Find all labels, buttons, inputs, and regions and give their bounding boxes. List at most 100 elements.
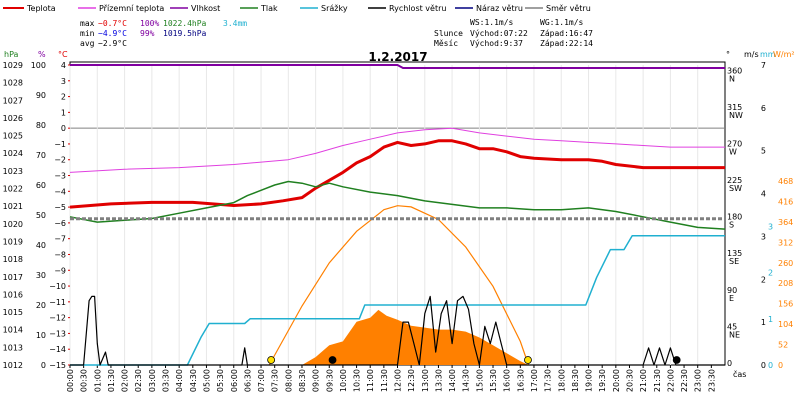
- y-tick-celsius: −2: [54, 156, 66, 165]
- stats-min-humidity: 99%: [140, 29, 155, 38]
- y-tick-celsius: −5: [54, 203, 66, 212]
- x-tick-time: 21:00: [639, 369, 648, 392]
- x-tick-time: 16:00: [503, 369, 512, 392]
- legend: Teplota Přízemní teplota Vlhkost Tlak Sr…: [3, 4, 591, 13]
- y-tick-percent: 100: [31, 61, 46, 70]
- solar-measured-area: [301, 309, 529, 365]
- y-tick-wm2: 208: [778, 279, 793, 288]
- y-tick-celsius: −1: [54, 140, 66, 149]
- axis-title-hpa: hPa: [4, 50, 19, 59]
- legend-label-srazky: Srážky: [321, 4, 348, 13]
- x-tick-time: 00:30: [80, 369, 89, 392]
- x-tick-time: 19:30: [598, 369, 607, 392]
- sun-icon: [267, 356, 276, 364]
- y-tick-percent: 40: [36, 241, 46, 250]
- y-tick-hpa: 1021: [3, 202, 23, 211]
- sun-moon-events: [267, 356, 681, 364]
- x-tick-time: 19:00: [585, 369, 594, 392]
- x-tick-time: 02:00: [121, 369, 130, 392]
- y-tick-celsius: −3: [54, 172, 66, 181]
- y-tick-direction: 135: [727, 249, 742, 258]
- y-tick-percent: 20: [36, 301, 46, 310]
- y-tick-direction-name: S: [729, 221, 734, 230]
- y-tick-hpa: 1029: [3, 61, 23, 70]
- x-tick-time: 12:00: [394, 369, 403, 392]
- y-tick-celsius: −12: [49, 314, 66, 323]
- solar-theoretical-curve: [268, 205, 530, 366]
- y-tick-percent: 30: [36, 271, 46, 280]
- y-tick-celsius: −15: [49, 361, 66, 370]
- y-tick-hpa: 1017: [3, 273, 23, 282]
- y-tick-celsius: −8: [54, 250, 66, 259]
- y-tick-wm2: 312: [778, 238, 793, 247]
- stats-min-label: min: [80, 29, 95, 38]
- y-tick-wm2: 52: [778, 341, 788, 350]
- legend-label-vlhkost: Vlhkost: [191, 4, 220, 13]
- x-tick-time: 17:30: [544, 369, 553, 392]
- y-tick-wm2: 416: [778, 197, 793, 206]
- y-tick-celsius: −7: [54, 235, 66, 244]
- chart-title: 1.2.2017: [368, 50, 427, 64]
- y-tick-celsius: 4: [61, 61, 66, 70]
- stats-max-temp: −0.7°C: [98, 19, 127, 28]
- x-tick-time: 21:30: [653, 369, 662, 392]
- x-tick-time: 08:00: [284, 369, 293, 392]
- y-tick-celsius: −14: [49, 345, 66, 354]
- legend-label-teplota: Teplota: [26, 4, 56, 13]
- legend-label-rychlost-vetru: Rychlost větru: [389, 4, 446, 13]
- axis-title-wm2: W/m²: [773, 50, 795, 59]
- y-tick-wm2: 0: [778, 361, 783, 370]
- x-tick-time: 22:30: [680, 369, 689, 392]
- y-tick-hpa: 1022: [3, 185, 23, 194]
- y-tick-ms: 3: [761, 232, 766, 241]
- x-tick-time: 09:00: [312, 369, 321, 392]
- x-tick-time: 03:00: [148, 369, 157, 392]
- y-tick-mm: 0: [768, 361, 773, 370]
- y-tick-direction: 180: [727, 213, 742, 222]
- stats-avg-temp: −2.9°C: [98, 39, 127, 48]
- stats-max-rain: 3.4mm: [223, 19, 247, 28]
- wind-speed-info: WS:1.1m/s: [470, 18, 514, 27]
- axis-title-degrees: °: [726, 50, 730, 59]
- x-tick-time: 04:30: [189, 369, 198, 392]
- axis-title-percent: %: [38, 50, 46, 59]
- x-tick-time: 23:00: [694, 369, 703, 392]
- x-tick-time: 09:30: [325, 369, 334, 392]
- y-tick-celsius: −13: [49, 329, 66, 338]
- axis-title-celsius: °C: [58, 50, 68, 59]
- y-tick-ms: 7: [761, 61, 766, 70]
- legend-label-naraz-vetru: Náraz větru: [476, 4, 523, 13]
- stats-max-humidity: 100%: [140, 19, 159, 28]
- x-tick-time: 18:30: [571, 369, 580, 392]
- series-line-tlak: [69, 180, 726, 230]
- x-tick-time: 01:30: [107, 369, 116, 392]
- y-tick-direction-name: N: [729, 74, 735, 83]
- y-tick-hpa: 1013: [3, 343, 23, 352]
- y-tick-hpa: 1023: [3, 167, 23, 176]
- y-tick-wm2: 468: [778, 177, 793, 186]
- y-tick-hpa: 1012: [3, 361, 23, 370]
- x-tick-time: 05:30: [216, 369, 225, 392]
- y-tick-wm2: 104: [778, 320, 793, 329]
- y-tick-celsius: −4: [54, 187, 66, 196]
- y-tick-celsius: −11: [49, 298, 66, 307]
- y-tick-direction: 45: [727, 322, 737, 331]
- x-tick-time: 20:30: [625, 369, 634, 392]
- y-tick-direction: 90: [727, 286, 737, 295]
- x-tick-time: 11:30: [380, 369, 389, 392]
- x-tick-time: 12:30: [407, 369, 416, 392]
- y-tick-direction: 315: [727, 103, 742, 112]
- stats-avg-label: avg: [80, 39, 95, 48]
- y-tick-hpa: 1015: [3, 308, 23, 317]
- x-tick-time: 13:00: [421, 369, 430, 392]
- y-tick-percent: 10: [36, 331, 46, 340]
- x-tick-time: 10:30: [353, 369, 362, 392]
- y-tick-hpa: 1025: [3, 132, 23, 141]
- legend-label-smer-vetru: Směr větru: [546, 4, 591, 13]
- series-line-p-zemn-teplota: [69, 127, 725, 173]
- series-line-sr-ky: [70, 235, 725, 366]
- x-tick-time: 14:30: [462, 369, 471, 392]
- x-tick-time: 00:00: [66, 369, 75, 392]
- y-tick-hpa: 1028: [3, 79, 23, 88]
